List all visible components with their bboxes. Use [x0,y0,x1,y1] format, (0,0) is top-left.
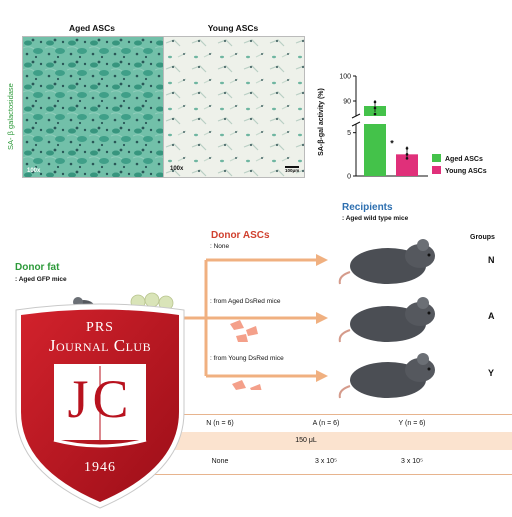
axis-break-mark-upper [351,113,361,119]
table-volume-band [150,432,512,450]
table-top-rule [150,414,512,415]
significance-star: * [390,138,394,148]
aged-ascs-micrograph: 100x [22,36,164,178]
prs-journal-club-badge: PRS Journal Club JC 1946 [10,302,190,512]
badge-shield [15,303,185,509]
badge-line-journal-club: Journal Club [48,336,152,355]
arrow-label-none: : None [210,243,230,250]
recipient-mouse-none [338,239,435,285]
bar-aged-lower [364,124,386,176]
group-label-y: Y [488,368,495,378]
donor-ascs-title: Donor ASCs [211,230,270,241]
arrow-label-aged: : from Aged DsRed mice [210,298,281,305]
legend-label-young: Young ASCs [445,168,487,175]
panel-a-y-label: SA- β galactosidase [6,83,15,150]
table-header-n: N (n = 6) [206,420,234,427]
table-volume-value: 150 μL [295,437,317,444]
arrow-head-young [316,370,328,382]
young-dsred-cells [232,380,262,390]
y-tick-label: 90 [343,99,351,106]
data-point [405,153,409,156]
scale-bar-label: 100μm [285,168,300,173]
recipients-title: Recipients [342,202,393,213]
young-magnification: 100x [170,166,184,172]
y-tick-label: 0 [347,174,351,181]
data-point [373,100,377,104]
chart-y-axis-label: SA-β-gal activity (%) [318,88,325,156]
legend-swatch-young [432,166,441,174]
data-point [405,147,409,150]
table-cell-y: 3 x 10⁵ [401,458,423,465]
young-ascs-title: Young ASCs [207,23,259,33]
donor-fat-title: Donor fat [15,262,60,273]
groups-title: Groups [470,234,495,241]
table-bottom-rule [150,474,512,475]
data-point [373,112,377,116]
y-tick-label: 5 [347,130,351,137]
donor-fat-subtitle: : Aged GFP mice [15,276,67,283]
axis-break-mark-lower [351,121,361,127]
table-header-y: Y (n = 6) [398,420,426,427]
recipients-subtitle: : Aged wild type mice [342,215,409,222]
arrow-label-young: : from Young DsRed mice [210,355,284,362]
recipient-mouse-aged [338,297,435,343]
sa-beta-gal-bar-chart: SA-β-gal activity (%) 100 90 5 0 * Aged ASC… [318,74,487,181]
table-cell-n: None [211,458,229,465]
badge-line-prs: PRS [86,320,114,335]
y-tick-label: 100 [339,74,351,81]
badge-monogram: JC [67,369,133,429]
scale-bar: 100μm [285,166,299,173]
aged-ascs-title: Aged ASCs [69,23,115,33]
badge-year: 1946 [84,460,116,475]
aged-magnification: 100x [27,168,41,174]
data-point [373,106,377,110]
arrow-head-none [316,254,328,266]
arrow-head-aged [316,312,328,324]
table-cell-a: 3 x 10⁵ [315,458,337,465]
data-point [405,157,409,160]
group-label-n: N [488,255,495,265]
group-label-a: A [488,311,495,321]
recipient-mouse-young [338,353,435,399]
legend-label-aged: Aged ASCs [445,156,483,163]
table-header-a: A (n = 6) [312,420,340,427]
young-ascs-micrograph: 100x 100μm [163,36,305,178]
bar-young [396,154,418,176]
aged-dsred-cells [230,320,258,342]
legend-swatch-aged [432,154,441,162]
